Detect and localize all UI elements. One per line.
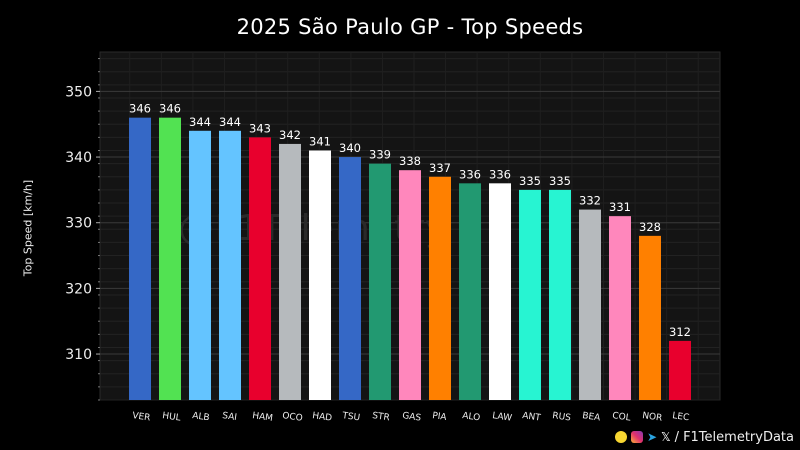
y-tick-label: 310	[65, 347, 92, 363]
x-tick-label: VER	[132, 411, 151, 423]
bar-had	[309, 150, 331, 400]
x-tick-label: NOR	[642, 411, 663, 424]
data-label: 341	[309, 134, 331, 148]
data-label: 343	[249, 121, 271, 135]
bar-alo	[459, 183, 481, 400]
bar-sai	[219, 130, 241, 400]
bar-hul	[159, 117, 181, 401]
footer-separator: /	[674, 429, 680, 445]
bar-bea	[579, 209, 601, 400]
data-label: 335	[519, 174, 541, 188]
x-tick-label: LAW	[492, 411, 513, 424]
x-tick-label: STR	[372, 411, 391, 423]
data-label: 336	[459, 167, 481, 181]
data-label: 335	[549, 174, 571, 188]
data-label: 312	[669, 325, 691, 339]
bar-tsu	[339, 157, 361, 400]
y-tick-label: 320	[65, 281, 92, 297]
data-label: 346	[159, 102, 181, 116]
y-axis-ticks: 310 320 330 340 350	[65, 58, 100, 401]
data-label: 337	[429, 161, 451, 175]
x-tick-label: TSU	[341, 411, 361, 424]
y-tick-label: 350	[65, 84, 92, 100]
data-labels: 346 346 344 344 343 342 341 340 339 338 337 336 336 3…	[129, 102, 691, 339]
data-label: 339	[369, 148, 391, 162]
bar-str	[369, 163, 391, 400]
x-tick-label: COL	[612, 411, 632, 423]
data-label: 338	[399, 154, 421, 168]
x-tick-label: OCO	[282, 411, 304, 424]
instagram-icon[interactable]	[630, 431, 643, 443]
x-tick-label: LEC	[672, 411, 690, 423]
bar-pia	[429, 176, 451, 400]
x-tick-label: HAM	[252, 411, 274, 424]
data-label: 344	[189, 115, 211, 129]
data-label: 336	[489, 167, 511, 181]
x-tick-label: HAD	[312, 411, 333, 424]
footer-credits: ➤ 𝕏 / F1TelemetryData	[614, 429, 794, 445]
x-tick-label: PIA	[432, 411, 448, 423]
bar-ver	[129, 117, 151, 401]
x-tick-label: ALB	[192, 411, 211, 423]
bar-law	[489, 183, 511, 400]
x-tick-label: GAS	[402, 411, 422, 424]
x-tick-label: ALO	[462, 411, 481, 423]
bar-col	[609, 216, 631, 400]
data-label: 332	[579, 194, 601, 208]
data-label: 328	[639, 220, 661, 234]
chart-title: 2025 São Paulo GP - Top Speeds	[236, 15, 584, 39]
bar-lec	[669, 340, 691, 400]
x-tick-label: ANT	[522, 411, 542, 424]
snapchat-icon[interactable]	[614, 431, 627, 443]
x-icon[interactable]: 𝕏	[661, 430, 671, 444]
data-label: 331	[609, 200, 631, 214]
data-label: 342	[279, 128, 301, 142]
telegram-icon[interactable]: ➤	[646, 430, 657, 444]
bars	[129, 117, 691, 401]
bar-alb	[189, 130, 211, 400]
x-tick-label: BEA	[582, 411, 602, 424]
bar-ant	[519, 189, 541, 400]
data-label: 344	[219, 115, 241, 129]
y-tick-label: 330	[65, 216, 92, 232]
bar-ham	[249, 137, 271, 400]
data-label: 340	[339, 141, 361, 155]
x-tick-label: HUL	[162, 411, 182, 423]
x-tick-label: SAI	[222, 411, 238, 423]
bar-oco	[279, 143, 301, 400]
data-label: 346	[129, 102, 151, 116]
x-axis-ticks: VER HUL ALB SAI HAM OCO HAD TSU STR GAS PIA ALO LAW A…	[132, 411, 690, 424]
y-tick-label: 340	[65, 150, 92, 166]
bar-rus	[549, 189, 571, 400]
bar-gas	[399, 170, 421, 400]
x-tick-label: RUS	[552, 411, 572, 424]
bar-nor	[639, 235, 661, 400]
footer-handle[interactable]: F1TelemetryData	[683, 429, 794, 445]
